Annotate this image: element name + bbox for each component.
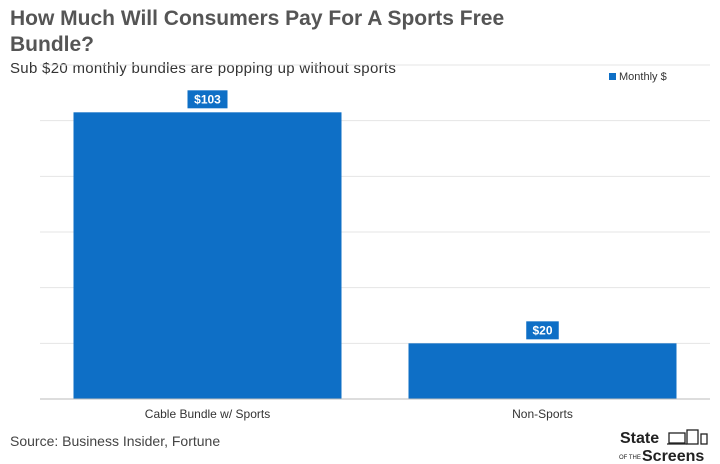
chart-title: How Much Will Consumers Pay For A Sports… — [10, 7, 505, 56]
logo-word-screens: Screens — [642, 448, 704, 463]
bar — [408, 343, 677, 399]
state-of-the-screens-logo: State OF THE Screens — [619, 429, 708, 463]
chart-subtitle: Sub $20 monthly bundles are popping up w… — [10, 60, 397, 77]
category-label: Cable Bundle w/ Sports — [145, 407, 270, 421]
bars — [73, 112, 677, 400]
data-label-background — [187, 90, 228, 109]
data-label: $20 — [532, 323, 552, 337]
category-label: Non-Sports — [512, 407, 573, 421]
bar — [73, 112, 342, 400]
logo-small-text: OF THE — [619, 455, 641, 461]
legend: Monthly $ — [609, 71, 667, 83]
data-label-background — [526, 321, 559, 340]
legend-swatch — [609, 73, 616, 80]
source-note: Source: Business Insider, Fortune — [10, 433, 221, 449]
labels: $103 Cable Bundle w/ Sports $20 Non-Sports — [145, 90, 573, 421]
devices-icon — [667, 429, 708, 445]
data-label: $103 — [194, 92, 221, 106]
bar-chart: Monthly $ $103 Cable Bundle w/ Sports $20 N… — [40, 64, 710, 421]
logo-word-state: State — [620, 430, 659, 447]
legend-label: Monthly $ — [619, 71, 667, 83]
